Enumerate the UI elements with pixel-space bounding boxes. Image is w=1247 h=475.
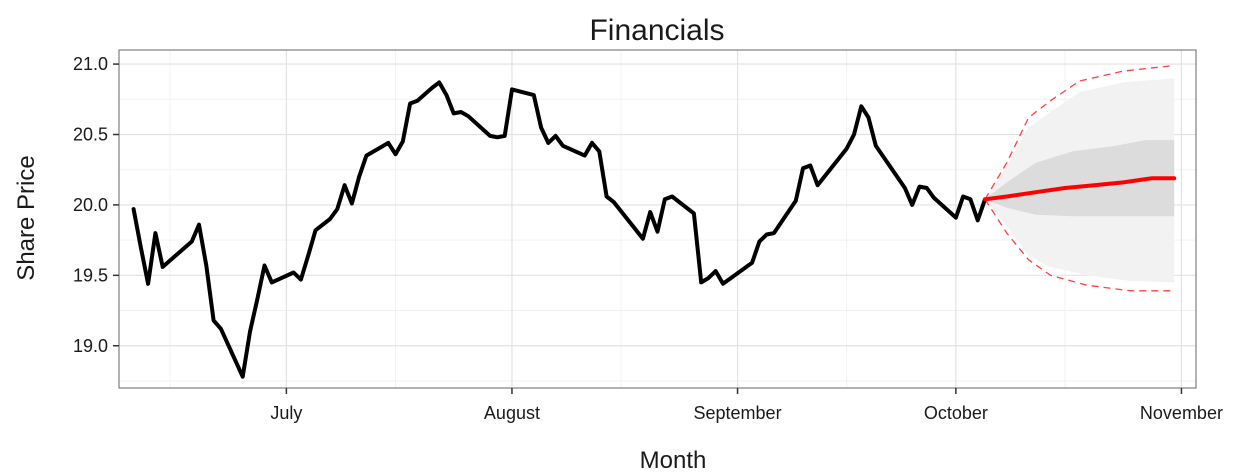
forecast-mean-line bbox=[983, 176, 1177, 202]
x-tick-label: August bbox=[484, 403, 540, 423]
x-tick-label: November bbox=[1140, 403, 1223, 423]
y-tick-label: 19.0 bbox=[73, 336, 108, 356]
chart-title: Financials bbox=[589, 14, 724, 47]
plot-border bbox=[118, 49, 1197, 389]
x-axis-label: Month bbox=[640, 447, 707, 474]
forecast-upper-bound-line bbox=[984, 64, 1175, 200]
history-line bbox=[131, 80, 987, 379]
plot-area: July August September October November 19.0 19… bbox=[73, 49, 1223, 423]
y-tick-label: 19.5 bbox=[73, 265, 108, 285]
y-tick-label: 20.5 bbox=[73, 125, 108, 145]
forecast-band-inner bbox=[985, 140, 1175, 217]
forecast-lower-bound-line bbox=[984, 198, 1175, 292]
y-tick-label: 20.0 bbox=[73, 195, 108, 215]
y-axis-label: Share Price bbox=[13, 155, 40, 280]
x-tick-label: September bbox=[694, 403, 782, 423]
x-tick-label: July bbox=[270, 403, 302, 423]
y-tick-label: 21.0 bbox=[73, 54, 108, 74]
x-tick-label: October bbox=[924, 403, 988, 423]
